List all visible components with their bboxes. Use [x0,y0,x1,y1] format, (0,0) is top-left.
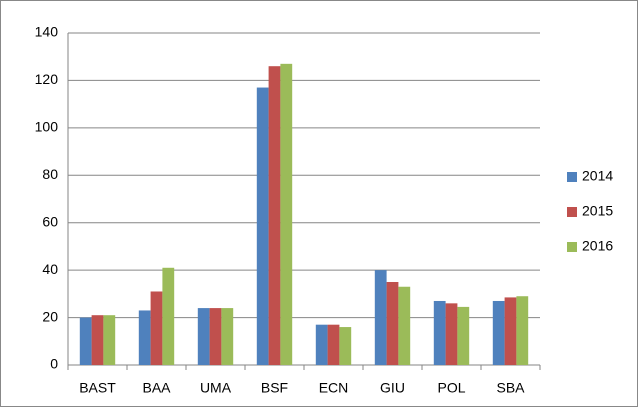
bar [209,308,222,365]
bar [516,296,529,365]
y-tick-label: 120 [35,71,59,87]
bar [197,308,210,365]
y-tick-label: 20 [42,308,58,324]
bar [433,300,446,365]
legend-swatch [567,172,577,182]
bar [457,306,470,365]
y-tick-label: 40 [42,261,58,277]
bar [268,66,281,365]
y-tick-label: 140 [35,24,59,40]
bar [162,267,175,365]
bar [386,282,399,365]
bar [327,324,340,365]
y-tick-label: 100 [35,119,59,135]
bar [445,303,458,365]
x-tick-label: ECN [319,380,349,396]
y-tick-label: 60 [42,213,58,229]
bar [398,286,411,365]
bar [504,297,517,365]
bar [79,317,92,365]
bar [138,310,151,365]
bar [315,324,328,365]
bar [150,291,163,365]
bar [103,315,116,365]
bar [256,87,269,366]
legend-label: 2016 [582,238,613,254]
x-tick-label: BAA [142,380,171,396]
legend-swatch [567,207,577,217]
y-tick-label: 80 [42,166,58,182]
bar [221,308,234,365]
bar [492,300,505,365]
x-tick-label: BSF [261,380,288,396]
legend-swatch [567,242,577,252]
x-tick-label: UMA [200,380,232,396]
bar [339,327,352,365]
x-tick-label: BAST [79,380,116,396]
x-tick-label: SBA [496,380,525,396]
x-tick-label: GIU [380,380,405,396]
bar [91,315,104,365]
legend-label: 2015 [582,203,613,219]
bar [374,270,387,365]
x-tick-label: POL [437,380,465,396]
legend-label: 2014 [582,168,613,184]
y-tick-label: 0 [50,356,58,372]
bar [280,63,293,365]
